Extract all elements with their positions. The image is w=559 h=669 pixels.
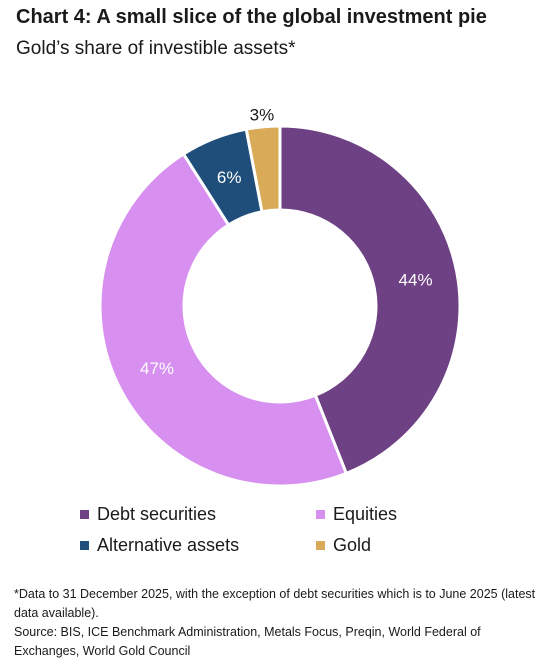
chart-title: Chart 4: A small slice of the global inv… xyxy=(16,6,487,28)
legend-item-debt-securities: Debt securities xyxy=(80,504,216,525)
legend-swatch-alternative-assets xyxy=(80,541,89,550)
legend-item-alternative-assets: Alternative assets xyxy=(80,535,239,556)
slice-label-gold: 3% xyxy=(250,105,275,124)
chart-notes: *Data to 31 December 2025, with the exce… xyxy=(14,585,549,661)
legend-swatch-debt-securities xyxy=(80,510,89,519)
legend-label-equities: Equities xyxy=(333,504,398,524)
slice-debt-securities xyxy=(278,124,462,476)
slice-label-equities: 47% xyxy=(140,359,174,378)
legend-item-equities: Equities xyxy=(316,504,397,525)
source-note: Source: BIS, ICE Benchmark Administratio… xyxy=(14,625,481,658)
legend-label-gold: Gold xyxy=(333,535,372,555)
chart-subtitle: Gold’s share of investible assets* xyxy=(16,38,296,59)
legend-swatch-equities xyxy=(316,510,325,519)
legend-swatch-gold xyxy=(316,541,325,550)
legend-label-alternative-assets: Alternative assets xyxy=(97,535,240,555)
legend-label-debt-securities: Debt securities xyxy=(97,504,217,524)
slice-label-alternative-assets: 6% xyxy=(217,168,242,187)
slice-label-debt-securities: 44% xyxy=(399,271,433,290)
donut-chart: 44% 47% 6% 3% xyxy=(98,105,462,488)
slice-equities xyxy=(98,151,349,488)
footnote: *Data to 31 December 2025, with the exce… xyxy=(14,587,536,620)
legend-item-gold: Gold xyxy=(316,535,371,556)
slice-gold xyxy=(244,124,282,214)
